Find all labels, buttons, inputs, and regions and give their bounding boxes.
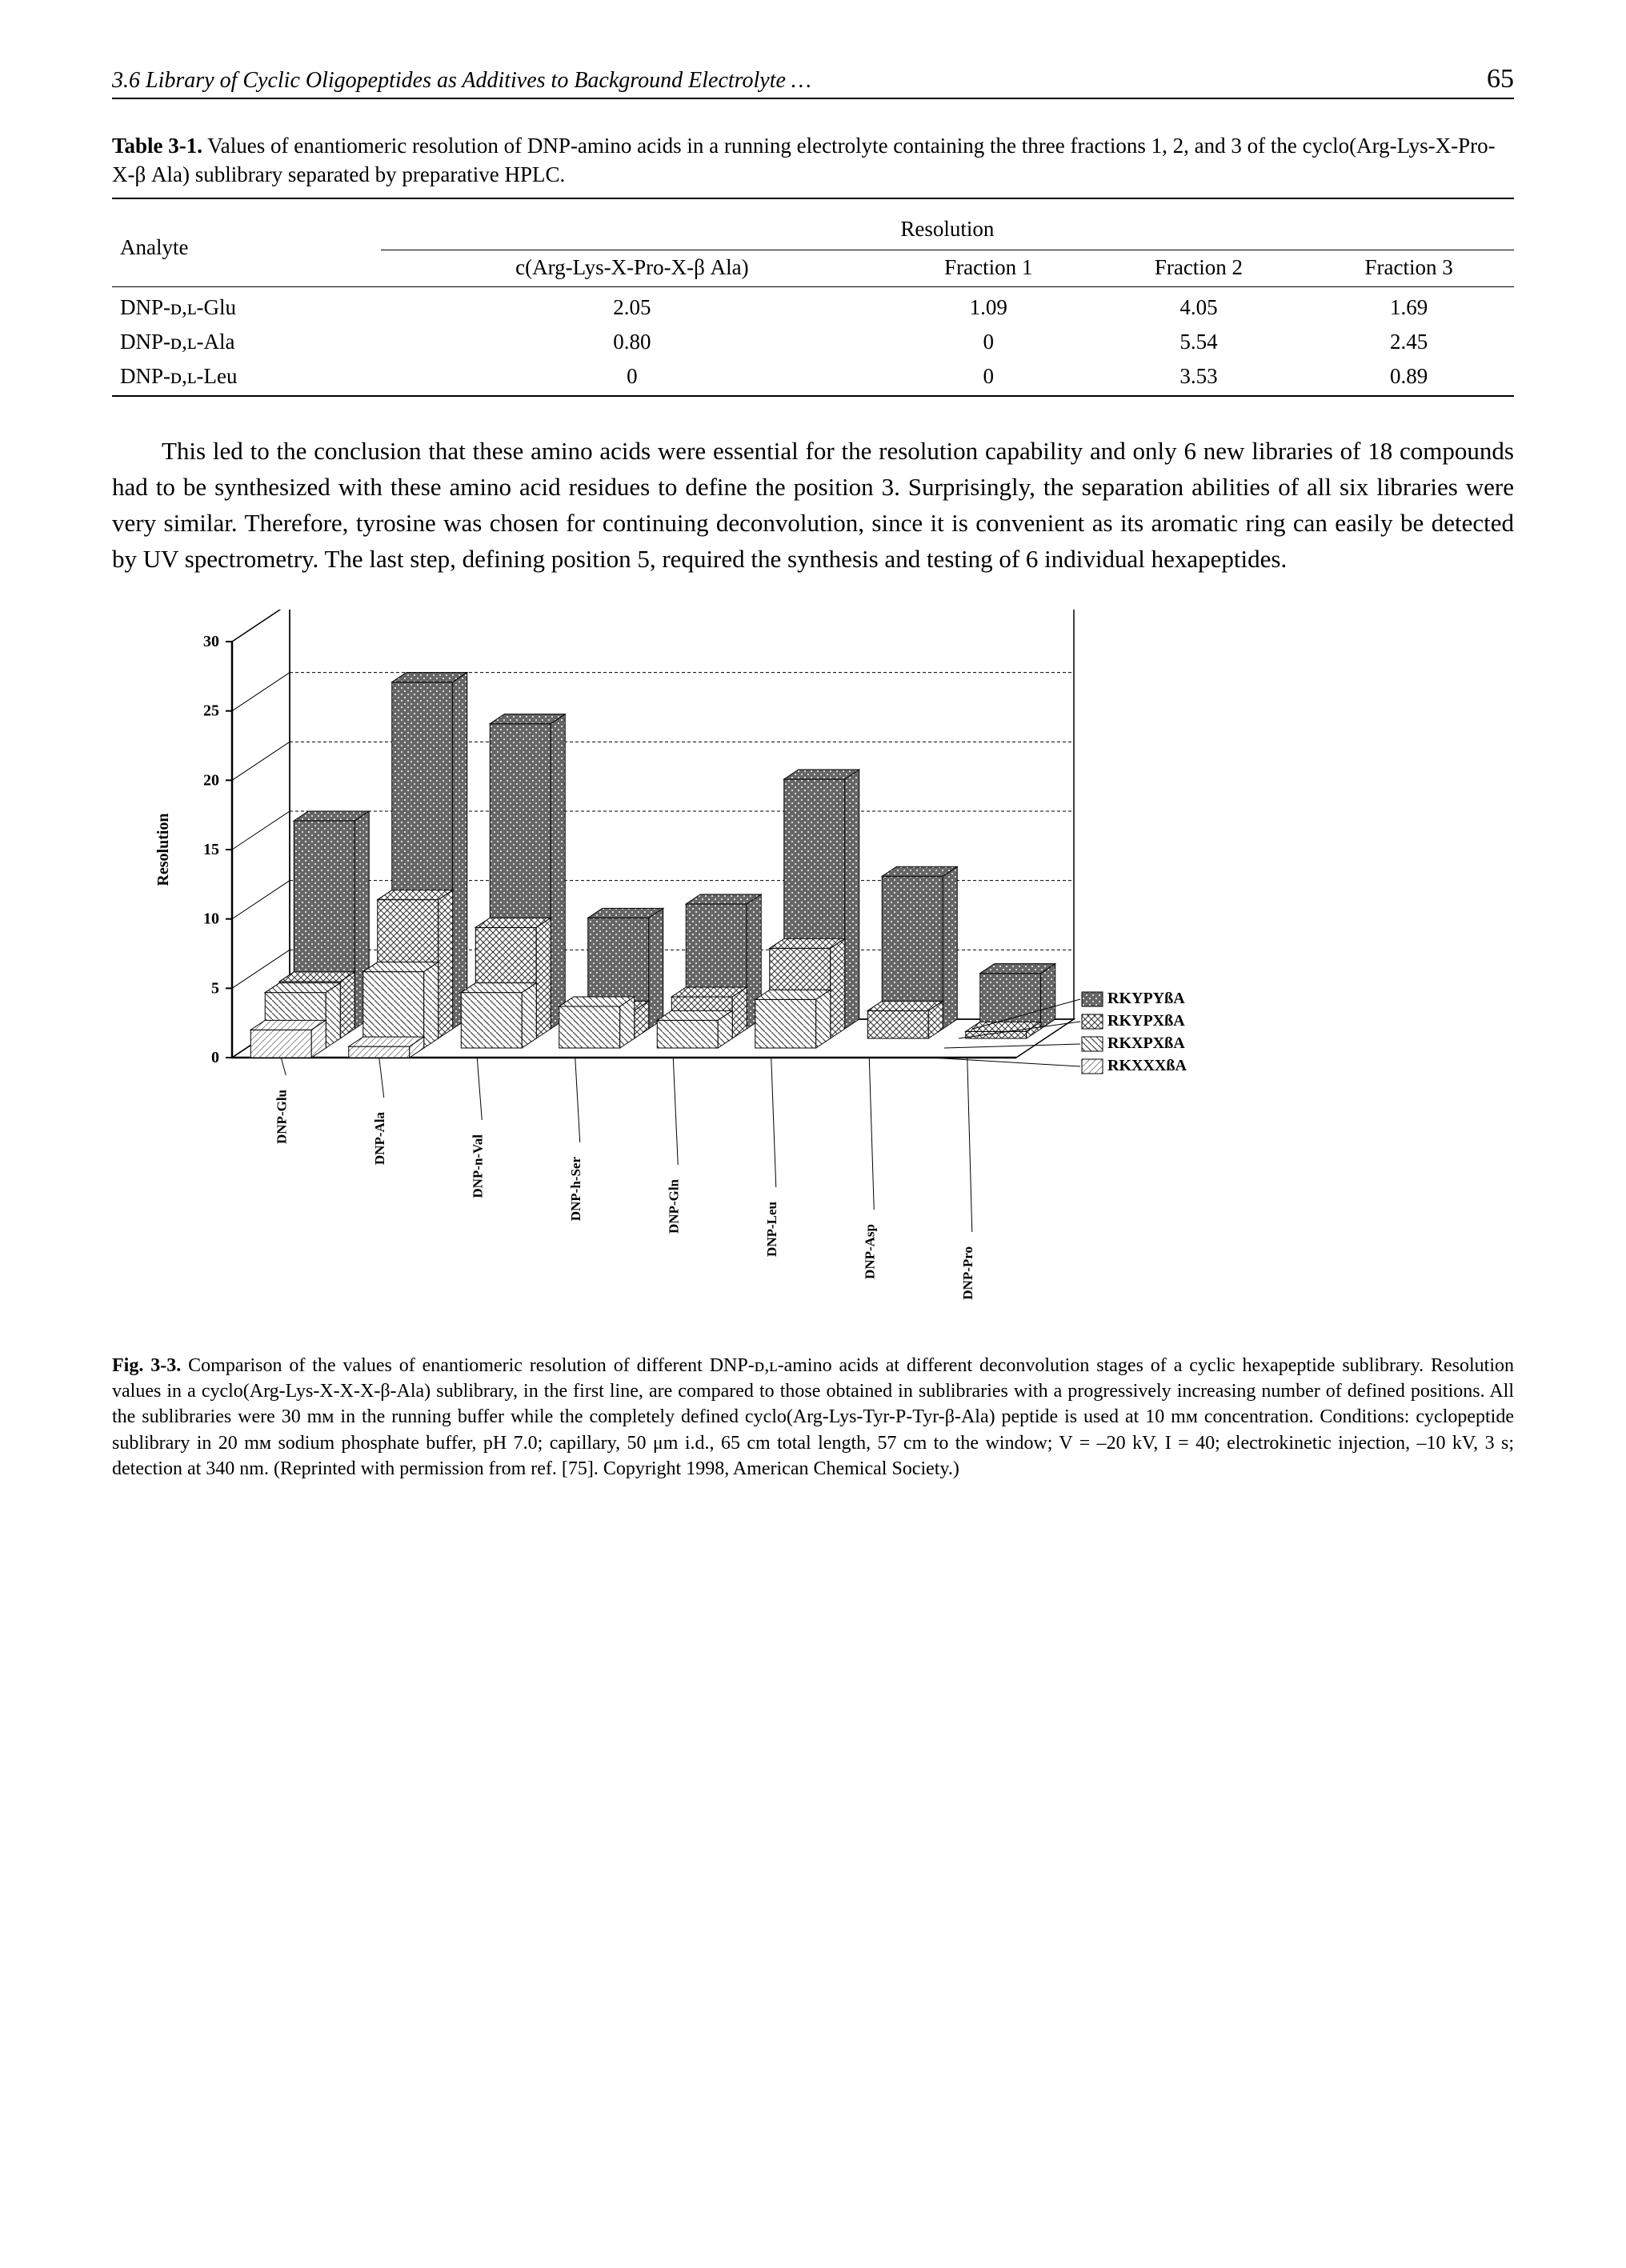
table-body: DNP-ᴅ,ʟ-Glu 2.05 1.09 4.05 1.69 DNP-ᴅ,ʟ-… bbox=[112, 286, 1514, 396]
resolution-table: Analyte Resolution c(Arg-Lys-X-Pro-X-β A… bbox=[112, 204, 1514, 397]
svg-text:DNP-Pro: DNP-Pro bbox=[960, 1246, 975, 1300]
svg-text:DNP-h-Ser: DNP-h-Ser bbox=[568, 1156, 583, 1221]
cell-f1: 0 bbox=[883, 325, 1094, 359]
cell-analyte: DNP-ᴅ,ʟ-Ala bbox=[112, 325, 381, 359]
cell-f3: 1.69 bbox=[1304, 286, 1514, 325]
resolution-chart-svg: 0 5 10 15 20 25 30 Resolution DNP-Glu DNP-Ala DNP-… bbox=[112, 610, 1360, 1330]
cell-f1: 1.09 bbox=[883, 286, 1094, 325]
cell-f3: 2.45 bbox=[1304, 325, 1514, 359]
table-row: DNP-ᴅ,ʟ-Ala 0.80 0 5.54 2.45 bbox=[112, 325, 1514, 359]
table-row: DNP-ᴅ,ʟ-Glu 2.05 1.09 4.05 1.69 bbox=[112, 286, 1514, 325]
cell-f2: 4.05 bbox=[1094, 286, 1304, 325]
figure-caption-text: Comparison of the values of enantiomeric… bbox=[112, 1355, 1514, 1480]
resolution-chart: 0 5 10 15 20 25 30 Resolution DNP-Glu DNP-Ala DNP-… bbox=[112, 610, 1514, 1334]
col-analyte: Analyte bbox=[112, 204, 381, 287]
svg-text:10: 10 bbox=[203, 910, 219, 927]
cell-analyte: DNP-ᴅ,ʟ-Leu bbox=[112, 359, 381, 396]
cell-f3: 0.89 bbox=[1304, 359, 1514, 396]
svg-text:0: 0 bbox=[211, 1049, 219, 1066]
cell-c: 0 bbox=[381, 359, 883, 396]
col-resolution-group: Resolution bbox=[381, 204, 1514, 250]
svg-text:DNP-Leu: DNP-Leu bbox=[764, 1202, 779, 1257]
svg-text:DNP-Asp: DNP-Asp bbox=[862, 1224, 877, 1279]
svg-text:RKYPXßA: RKYPXßA bbox=[1107, 1012, 1185, 1030]
svg-text:RKXPXßA: RKXPXßA bbox=[1107, 1034, 1185, 1052]
cell-analyte: DNP-ᴅ,ʟ-Glu bbox=[112, 286, 381, 325]
svg-text:DNP-Glu: DNP-Glu bbox=[274, 1090, 289, 1144]
svg-text:DNP-n-Val: DNP-n-Val bbox=[470, 1134, 485, 1198]
table-row: DNP-ᴅ,ʟ-Leu 0 0 3.53 0.89 bbox=[112, 359, 1514, 396]
svg-text:DNP-Ala: DNP-Ala bbox=[372, 1111, 387, 1165]
svg-text:RKYPYßA: RKYPYßA bbox=[1107, 990, 1185, 1007]
cell-c: 2.05 bbox=[381, 286, 883, 325]
col-f3: Fraction 3 bbox=[1304, 250, 1514, 286]
running-head: 3.6 Library of Cyclic Oligopeptides as A… bbox=[112, 64, 1514, 99]
figure-caption-label: Fig. 3-3. bbox=[112, 1355, 181, 1376]
svg-text:15: 15 bbox=[203, 841, 219, 858]
svg-text:25: 25 bbox=[203, 702, 219, 719]
cell-f2: 5.54 bbox=[1094, 325, 1304, 359]
table-caption-text: Values of enantiomeric resolution of DNP… bbox=[112, 134, 1496, 186]
page-number: 65 bbox=[1487, 64, 1514, 94]
cell-c: 0.80 bbox=[381, 325, 883, 359]
col-f2: Fraction 2 bbox=[1094, 250, 1304, 286]
running-title: 3.6 Library of Cyclic Oligopeptides as A… bbox=[112, 68, 811, 94]
figure-caption: Fig. 3-3. Comparison of the values of en… bbox=[112, 1353, 1514, 1482]
cell-f2: 3.53 bbox=[1094, 359, 1304, 396]
svg-text:Resolution: Resolution bbox=[154, 813, 172, 886]
svg-text:30: 30 bbox=[203, 633, 219, 650]
col-c: c(Arg-Lys-X-Pro-X-β Ala) bbox=[381, 250, 883, 286]
svg-text:5: 5 bbox=[211, 979, 219, 997]
body-paragraph: This led to the conclusion that these am… bbox=[112, 434, 1514, 578]
col-f1: Fraction 1 bbox=[883, 250, 1094, 286]
svg-text:RKXXXßA: RKXXXßA bbox=[1107, 1057, 1187, 1074]
table-caption-label: Table 3-1. bbox=[112, 134, 202, 158]
cell-f1: 0 bbox=[883, 359, 1094, 396]
svg-text:20: 20 bbox=[203, 771, 219, 789]
svg-text:DNP-Gln: DNP-Gln bbox=[666, 1178, 681, 1234]
table-caption: Table 3-1. Values of enantiomeric resolu… bbox=[112, 131, 1514, 199]
